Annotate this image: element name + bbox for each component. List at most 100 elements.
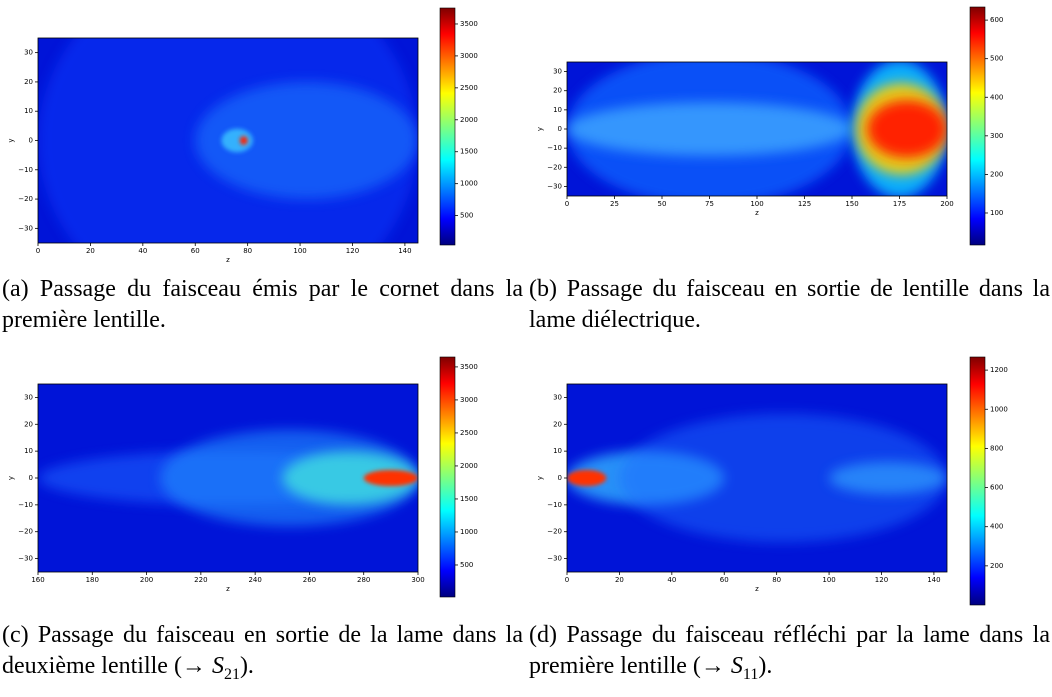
y-axis-label: y xyxy=(7,138,15,142)
colorbar xyxy=(439,356,456,598)
beam xyxy=(867,100,947,158)
x-tick-label: 75 xyxy=(705,200,714,208)
colorbar-tick-label: 3000 xyxy=(460,52,478,60)
colorbar-tick-label: 500 xyxy=(460,561,473,569)
caption-text: (c) Passage du faisceau en sortie de la … xyxy=(2,622,523,679)
colorbar-tick-label: 2000 xyxy=(460,462,478,470)
x-tick-label: 300 xyxy=(411,576,424,584)
x-tick-label: 80 xyxy=(772,576,781,584)
caption-text: (a) Passage du faisceau émis par le corn… xyxy=(2,276,523,333)
x-tick-label: 0 xyxy=(565,200,569,208)
x-tick-label: 20 xyxy=(615,576,624,584)
colorbar-tick-label: 600 xyxy=(990,16,1003,24)
colorbar-tick-label: 2500 xyxy=(460,429,478,437)
colorbar-tick-label: 1000 xyxy=(990,405,1008,413)
y-tick-label: −20 xyxy=(18,528,33,536)
colorbar xyxy=(439,7,456,246)
beam xyxy=(195,81,418,200)
beam xyxy=(567,102,852,156)
y-axis-label: y xyxy=(536,476,544,480)
y-tick-label: −30 xyxy=(547,182,562,190)
beam xyxy=(567,469,607,487)
y-tick-label: 30 xyxy=(553,393,562,401)
caption: (c) Passage du faisceau en sortie de la … xyxy=(2,620,523,690)
x-tick-label: 60 xyxy=(191,247,200,255)
beam xyxy=(619,413,947,543)
y-axis-label: y xyxy=(7,476,15,480)
colorbar-tick-label: 500 xyxy=(990,55,1003,63)
colorbar-tick-label: 1000 xyxy=(460,528,478,536)
colorbar xyxy=(969,6,986,246)
x-tick-label: 0 xyxy=(565,576,569,584)
caption: (a) Passage du faisceau émis par le corn… xyxy=(2,274,523,336)
colorbar-tick-label: 400 xyxy=(990,523,1003,531)
x-tick-label: 100 xyxy=(750,200,763,208)
y-tick-label: 10 xyxy=(24,447,33,455)
x-tick-label: 175 xyxy=(893,200,906,208)
x-tick-label: 60 xyxy=(720,576,729,584)
caption-end: ). xyxy=(239,653,254,679)
x-tick-label: 40 xyxy=(667,576,676,584)
caption: (b) Passage du faisceau en sortie de len… xyxy=(529,274,1050,336)
x-tick-label: 20 xyxy=(86,247,95,255)
x-axis-label: z xyxy=(755,585,759,593)
beam xyxy=(239,136,248,145)
beam xyxy=(363,469,418,487)
x-tick-label: 140 xyxy=(927,576,940,584)
y-tick-label: −10 xyxy=(18,501,33,509)
y-tick-label: 20 xyxy=(553,87,562,95)
y-tick-label: −10 xyxy=(547,144,562,152)
caption: (d) Passage du faisceau réfléchi par la … xyxy=(529,620,1050,690)
y-tick-label: 30 xyxy=(24,49,33,57)
colorbar-tick-label: 500 xyxy=(460,212,473,220)
y-tick-label: 0 xyxy=(558,474,562,482)
x-tick-label: 100 xyxy=(822,576,835,584)
x-tick-label: 260 xyxy=(303,576,316,584)
x-tick-label: 120 xyxy=(346,247,359,255)
heatmap xyxy=(567,62,947,196)
y-axis-label: y xyxy=(536,127,544,131)
x-axis-label: z xyxy=(755,209,759,217)
x-tick-label: 40 xyxy=(138,247,147,255)
y-tick-label: −30 xyxy=(547,555,562,563)
heatmap xyxy=(567,384,947,572)
y-tick-label: −30 xyxy=(18,224,33,232)
x-tick-label: 240 xyxy=(248,576,261,584)
colorbar-tick-label: 1200 xyxy=(990,366,1008,374)
x-tick-label: 80 xyxy=(243,247,252,255)
caption-sub: 21 xyxy=(223,665,240,683)
x-tick-label: 50 xyxy=(658,200,667,208)
colorbar-tick-label: 1000 xyxy=(460,180,478,188)
y-tick-label: 30 xyxy=(24,393,33,401)
caption-math: S xyxy=(211,653,224,679)
colorbar-tick-label: 600 xyxy=(990,484,1003,492)
colorbar-tick-label: 200 xyxy=(990,562,1003,570)
y-tick-label: −10 xyxy=(18,166,33,174)
x-tick-label: 180 xyxy=(86,576,99,584)
y-tick-label: 20 xyxy=(553,420,562,428)
y-tick-label: −20 xyxy=(18,195,33,203)
y-tick-label: 20 xyxy=(24,78,33,86)
colorbar-tick-label: 1500 xyxy=(460,495,478,503)
x-axis-label: z xyxy=(226,256,230,264)
colorbar-tick-label: 3000 xyxy=(460,396,478,404)
x-tick-label: 25 xyxy=(610,200,619,208)
y-tick-label: −10 xyxy=(547,501,562,509)
y-tick-label: 30 xyxy=(553,68,562,76)
y-tick-label: 0 xyxy=(558,125,562,133)
beam xyxy=(282,451,418,505)
caption-text: (b) Passage du faisceau en sortie de len… xyxy=(529,276,1050,333)
caption-math: S xyxy=(730,653,743,679)
y-tick-label: 10 xyxy=(553,447,562,455)
beam xyxy=(221,128,253,153)
caption-end: ). xyxy=(758,653,773,679)
colorbar-tick-label: 100 xyxy=(990,209,1003,217)
colorbar-tick-label: 2000 xyxy=(460,116,478,124)
x-axis-label: z xyxy=(226,585,230,593)
colorbar-tick-label: 300 xyxy=(990,132,1003,140)
y-tick-label: 20 xyxy=(24,420,33,428)
y-tick-label: 10 xyxy=(24,107,33,115)
y-tick-label: 0 xyxy=(29,137,33,145)
